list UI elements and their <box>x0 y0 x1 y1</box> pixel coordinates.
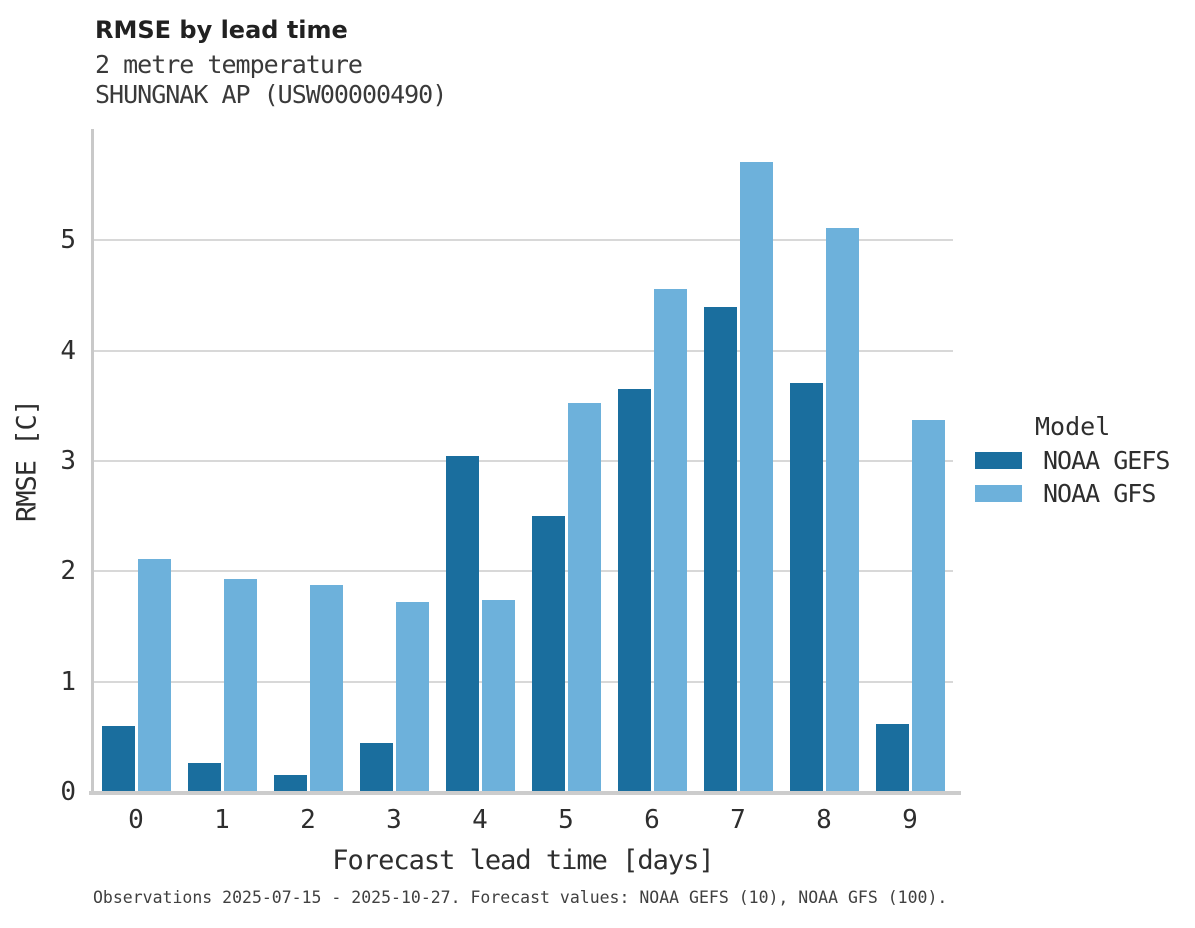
x-tick-7: 7 <box>730 805 746 835</box>
bar-noaa-gefs-lead-8 <box>789 382 823 792</box>
y-tick-2: 2 <box>60 556 76 587</box>
x-tick-0: 0 <box>128 805 144 835</box>
gridline-y-1 <box>93 680 953 683</box>
caption: Observations 2025-07-15 - 2025-10-27. Fo… <box>93 888 948 907</box>
chart-subtitle-variable: 2 metre temperature <box>95 50 363 79</box>
y-tick-4: 4 <box>60 335 76 366</box>
y-tick-1: 1 <box>60 666 76 697</box>
legend-entries: NOAA GEFS NOAA GFS <box>975 446 1170 508</box>
bar-noaa-gefs-lead-5 <box>531 516 565 792</box>
bar-noaa-gfs-lead-2 <box>309 584 343 792</box>
bar-noaa-gefs-lead-2 <box>273 775 307 792</box>
x-tick-5: 5 <box>558 805 574 835</box>
x-tick-3: 3 <box>386 805 402 835</box>
legend-entry-noaa-gfs: NOAA GFS <box>975 479 1169 508</box>
legend-swatch-noaa-gefs <box>975 452 1022 469</box>
chart-title: RMSE by lead time <box>95 16 348 44</box>
bar-noaa-gfs-lead-8 <box>825 228 859 792</box>
bar-noaa-gefs-lead-4 <box>445 455 479 792</box>
x-tick-8: 8 <box>816 805 832 835</box>
x-axis-title: Forecast lead time [days] <box>332 845 714 876</box>
legend-entry-noaa-gefs: NOAA GEFS <box>975 446 1170 475</box>
x-tick-9: 9 <box>902 805 918 835</box>
bar-noaa-gefs-lead-6 <box>617 389 651 792</box>
bar-noaa-gfs-lead-4 <box>481 600 515 792</box>
y-tick-5: 5 <box>60 225 76 256</box>
x-tick-2: 2 <box>300 805 316 835</box>
legend-swatch-noaa-gfs <box>975 485 1022 502</box>
y-tick-0: 0 <box>60 777 76 807</box>
bar-noaa-gefs-lead-9 <box>875 723 909 792</box>
gridline-y-4 <box>93 349 953 352</box>
y-axis-spine <box>91 129 94 793</box>
legend-title: Model <box>1035 412 1111 441</box>
bar-noaa-gfs-lead-7 <box>739 162 773 792</box>
bar-noaa-gfs-lead-0 <box>137 559 171 792</box>
chart-subtitle-station: SHUNGNAK AP (USW00000490) <box>95 80 447 109</box>
bar-noaa-gfs-lead-5 <box>567 402 601 792</box>
x-tick-6: 6 <box>644 805 660 835</box>
plot-area <box>93 129 953 792</box>
x-tick-1: 1 <box>214 805 230 835</box>
bar-noaa-gefs-lead-1 <box>187 763 221 792</box>
bar-noaa-gfs-lead-3 <box>395 602 429 792</box>
gridline-y-5 <box>93 239 953 242</box>
bar-noaa-gefs-lead-0 <box>101 725 135 792</box>
y-tick-3: 3 <box>60 446 76 477</box>
gridline-y-2 <box>93 570 953 573</box>
bar-noaa-gfs-lead-9 <box>911 420 945 792</box>
x-axis-spine <box>89 791 961 795</box>
legend: Model NOAA GEFS NOAA GFS <box>975 412 1170 517</box>
gridline-y-3 <box>93 460 953 463</box>
legend-label-noaa-gfs: NOAA GFS <box>1043 479 1156 508</box>
bar-noaa-gfs-lead-6 <box>653 288 687 792</box>
bar-noaa-gefs-lead-7 <box>703 306 737 792</box>
x-tick-4: 4 <box>472 805 488 835</box>
legend-label-noaa-gefs: NOAA GEFS <box>1043 446 1170 475</box>
bar-noaa-gefs-lead-3 <box>359 743 393 792</box>
bar-noaa-gfs-lead-1 <box>223 579 257 792</box>
